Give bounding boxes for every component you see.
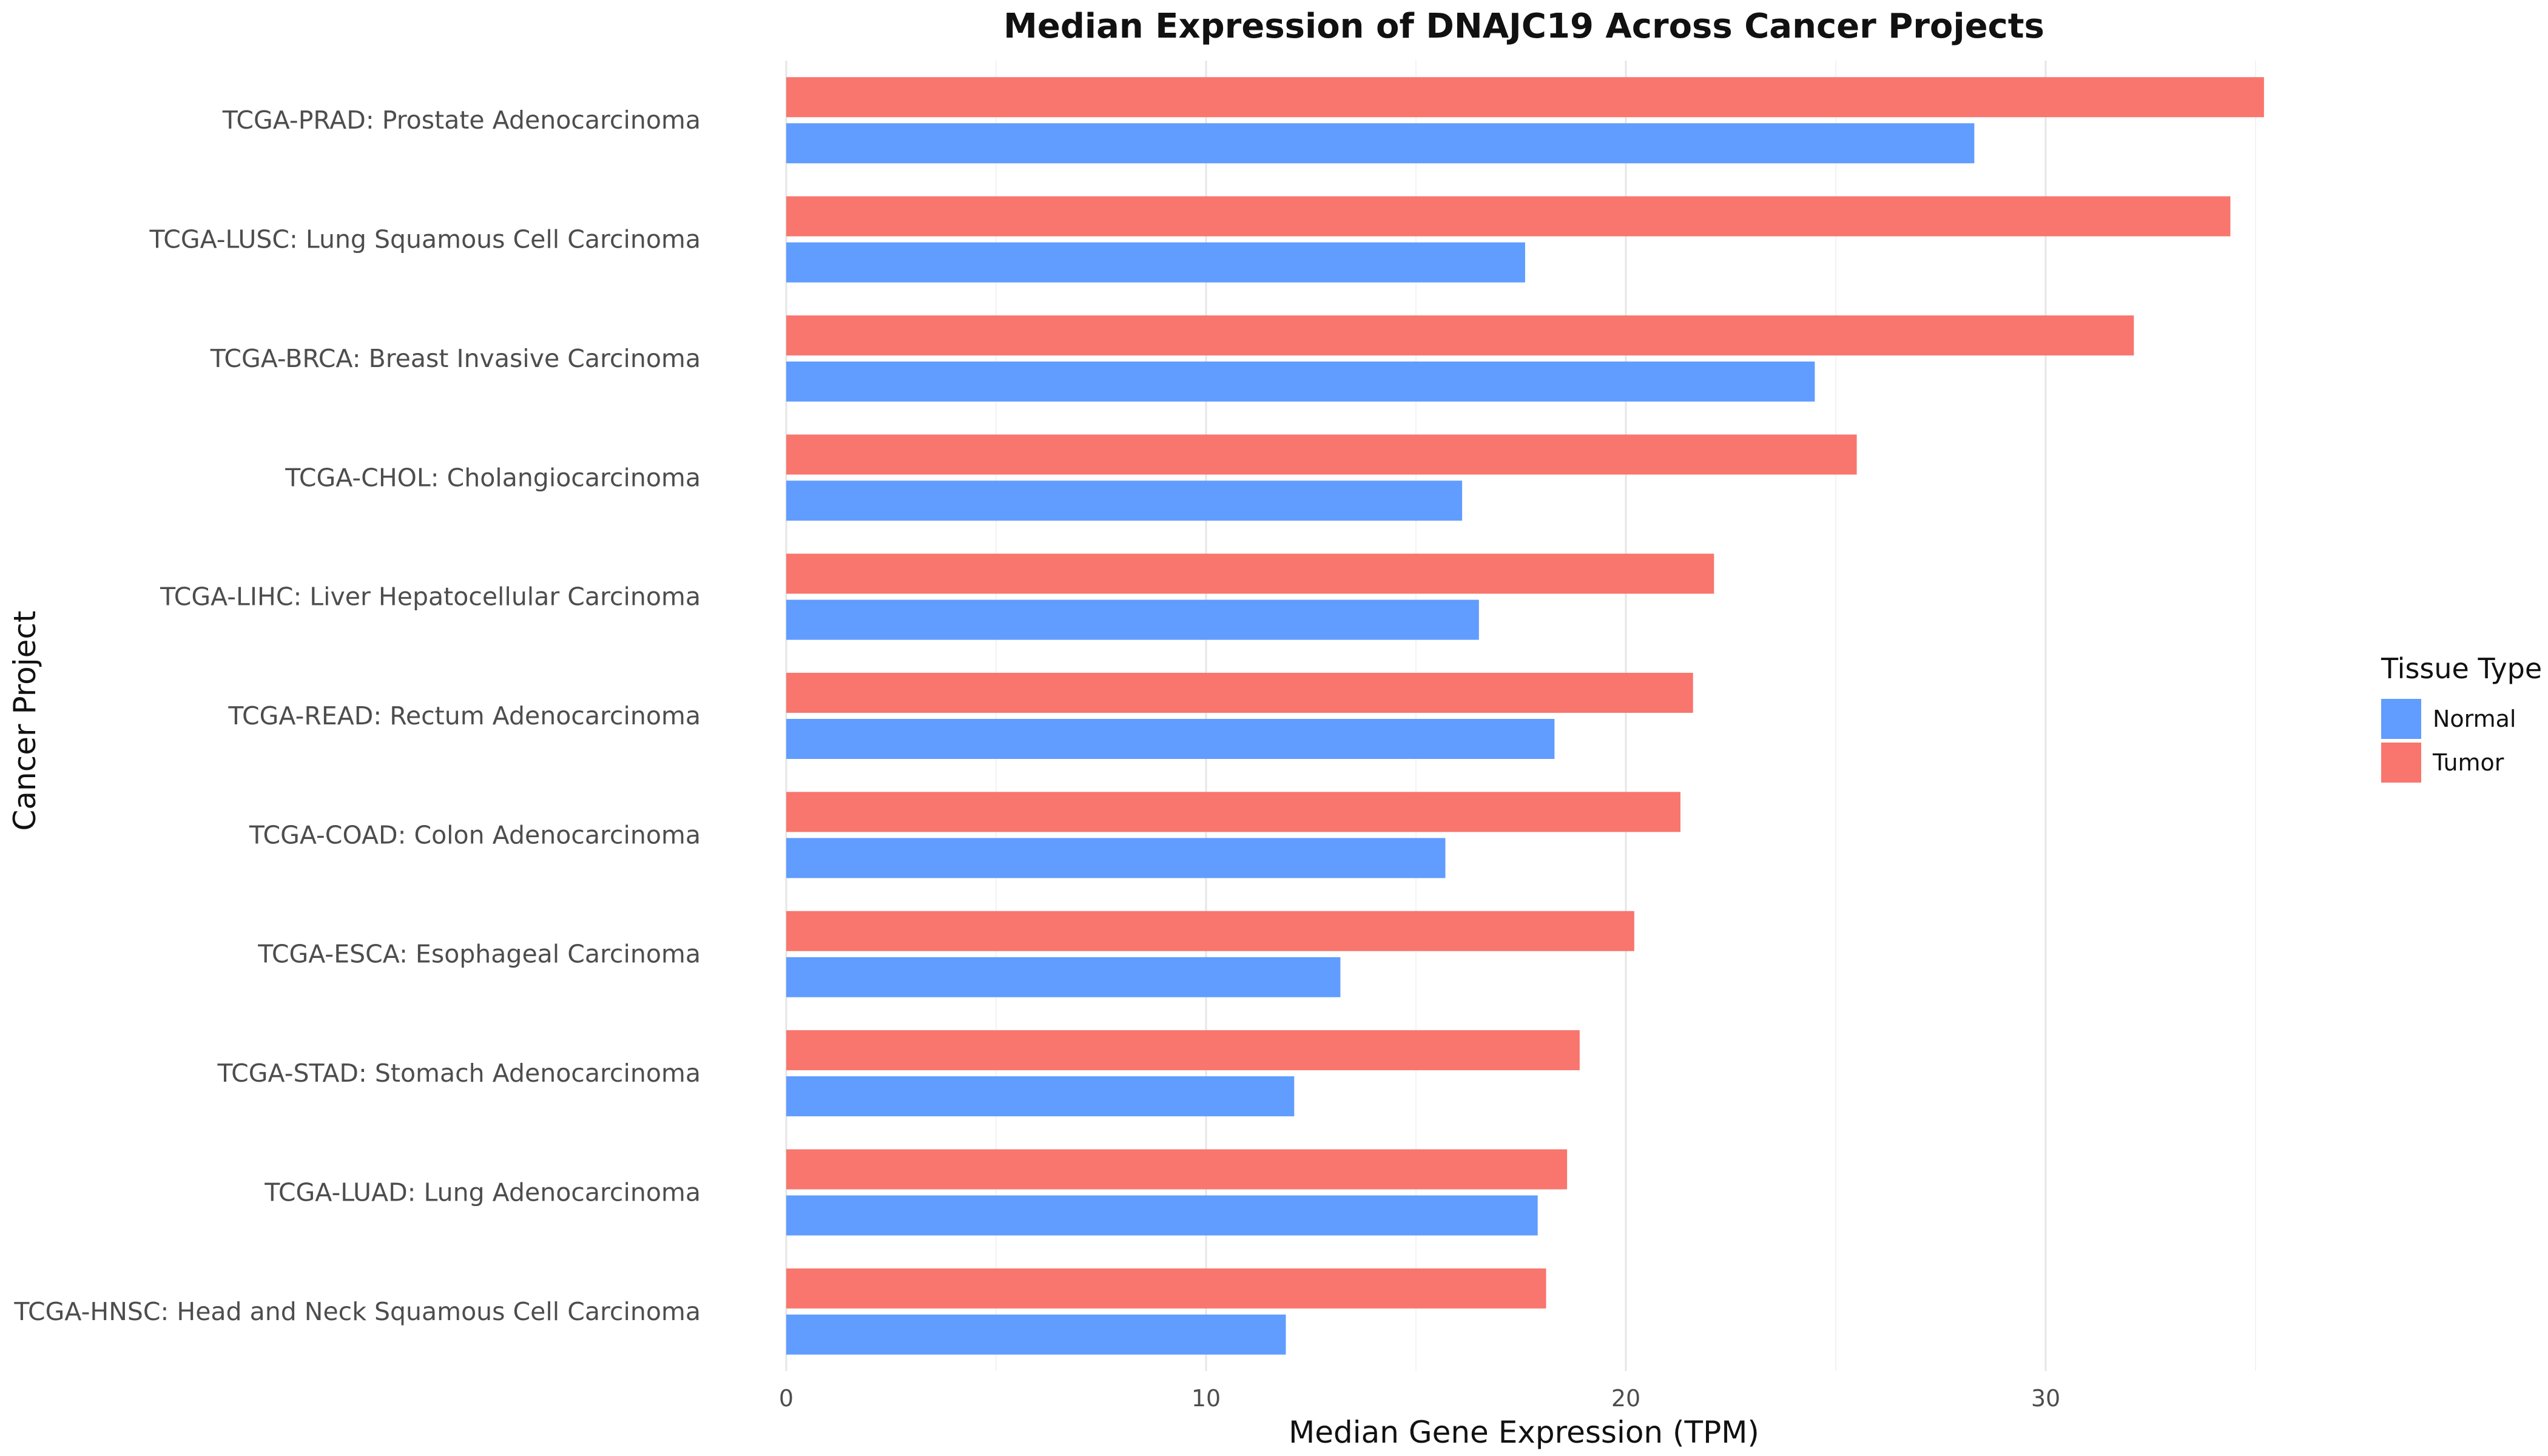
bar-normal bbox=[786, 123, 1975, 164]
y-tick-label: TCGA-PRAD: Prostate Adenocarcinoma bbox=[222, 106, 701, 135]
y-tick-label: TCGA-HNSC: Head and Neck Squamous Cell C… bbox=[13, 1297, 701, 1326]
bar-normal bbox=[786, 242, 1525, 283]
bar-tumor bbox=[786, 1030, 1580, 1071]
y-tick-label: TCGA-COAD: Colon Adenocarcinoma bbox=[249, 820, 701, 849]
y-tick-labels: TCGA-PRAD: Prostate Adenocarcinoma TCGA-L… bbox=[13, 106, 701, 1326]
bar-normal bbox=[786, 957, 1341, 997]
x-tick-label: 10 bbox=[1191, 1385, 1221, 1412]
x-tick-label: 0 bbox=[779, 1385, 794, 1412]
y-tick-label: TCGA-ESCA: Esophageal Carcinoma bbox=[257, 940, 701, 969]
y-tick-label: TCGA-LUAD: Lung Adenocarcinoma bbox=[264, 1178, 701, 1207]
bar-normal bbox=[786, 1076, 1295, 1117]
bar-tumor bbox=[786, 1268, 1546, 1309]
y-tick-label: TCGA-BRCA: Breast Invasive Carcinoma bbox=[210, 344, 701, 373]
bar-tumor bbox=[786, 434, 1857, 475]
bar-normal bbox=[786, 599, 1479, 640]
legend-label-normal: Normal bbox=[2433, 706, 2516, 732]
bar-normal bbox=[786, 361, 1815, 402]
x-tick-label: 30 bbox=[2031, 1385, 2060, 1412]
bars bbox=[786, 77, 2264, 1355]
bar-tumor bbox=[786, 315, 2134, 356]
legend-swatch-normal bbox=[2381, 699, 2421, 739]
legend: Tissue Type Normal Tumor bbox=[2381, 652, 2542, 783]
bar-normal bbox=[786, 480, 1463, 521]
y-tick-label: TCGA-LIHC: Liver Hepatocellular Carcinom… bbox=[160, 582, 701, 612]
x-tick-label: 20 bbox=[1611, 1385, 1640, 1412]
bar-tumor bbox=[786, 1149, 1568, 1190]
bar-tumor bbox=[786, 792, 1680, 832]
legend-title: Tissue Type bbox=[2381, 652, 2542, 685]
y-tick-label: TCGA-READ: Rectum Adenocarcinoma bbox=[228, 701, 701, 730]
bar-tumor bbox=[786, 911, 1634, 951]
bar-tumor bbox=[786, 196, 2231, 237]
y-tick-label: TCGA-LUSC: Lung Squamous Cell Carcinoma bbox=[149, 225, 701, 254]
y-tick-label: TCGA-STAD: Stomach Adenocarcinoma bbox=[217, 1059, 701, 1088]
legend-swatch-tumor bbox=[2381, 743, 2421, 783]
y-axis-title: Cancer Project bbox=[7, 610, 42, 831]
bar-normal bbox=[786, 838, 1446, 878]
bar-tumor bbox=[786, 673, 1693, 713]
bar-normal bbox=[786, 1314, 1286, 1355]
bar-tumor bbox=[786, 77, 2264, 118]
bar-tumor bbox=[786, 553, 1714, 594]
legend-label-tumor: Tumor bbox=[2432, 749, 2504, 776]
bar-normal bbox=[786, 1195, 1538, 1236]
x-tick-labels: 0 10 20 30 bbox=[779, 1385, 2060, 1412]
bar-normal bbox=[786, 719, 1555, 759]
y-tick-label: TCGA-CHOL: Cholangiocarcinoma bbox=[285, 463, 701, 492]
chart-title: Median Expression of DNAJC19 Across Canc… bbox=[1003, 7, 2044, 46]
x-axis-title: Median Gene Expression (TPM) bbox=[1289, 1415, 1759, 1450]
